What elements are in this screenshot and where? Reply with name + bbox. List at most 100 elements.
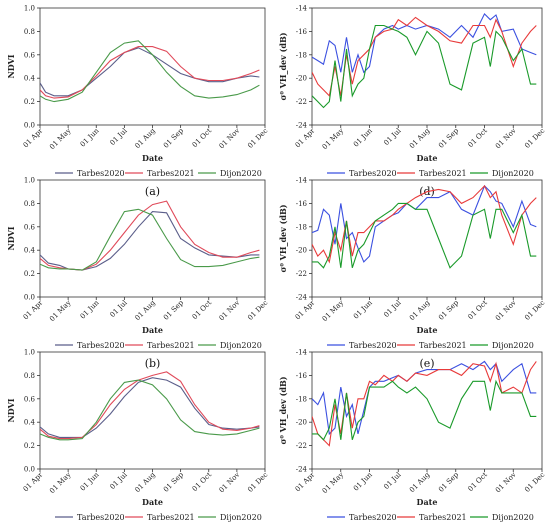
x-tick-label: 01 Dec	[523, 471, 546, 494]
x-axis-label: Date	[417, 497, 438, 507]
x-tick-label: 01 May	[48, 127, 72, 151]
series-line-dijon2020	[312, 24, 537, 109]
panel-f: -24 -22 -20 -18 -16 -14 01 Apr 01 May 01 Jun 01 J…	[278, 349, 546, 523]
y-axis-label: NDVI	[6, 226, 16, 250]
y-tick-label: -22	[296, 442, 307, 450]
y-tick-label: -20	[296, 247, 307, 255]
x-tick-label: 01 Jun	[352, 126, 374, 148]
y-tick-label: -18	[296, 51, 307, 59]
x-axis-label: Date	[142, 497, 163, 507]
x-tick-label: 01 May	[321, 127, 345, 151]
panel-label: (b)	[145, 357, 161, 370]
y-tick-label: -22	[296, 98, 307, 106]
y-tick-label: 0.8	[24, 372, 35, 380]
series-line-tarbes2021	[40, 200, 260, 271]
x-tick-label: 01 Oct	[191, 299, 213, 321]
series-line-dijon2020	[312, 202, 537, 269]
series-line-tarbes2021	[312, 184, 537, 264]
panel-a: 0.0 0.2 0.4 0.6 0.8 1.0 01 Apr 01 May 01 Jun 01 J…	[6, 5, 269, 199]
y-tick-label: -20	[296, 419, 307, 427]
y-axis-label: σ⁰ VH_dev (dB)	[278, 32, 288, 100]
y-tick-label: 0.4	[24, 75, 36, 83]
x-tick-label: 01 Sep	[162, 298, 185, 321]
x-tick-label: 01 Aug	[408, 126, 432, 150]
x-axis-label: Date	[417, 153, 438, 163]
x-tick-label: 01 Dec	[246, 127, 269, 150]
panel-b: 0.0 0.2 0.4 0.6 0.8 1.0 01 Apr 01 May 01 Jun 01 J…	[6, 177, 269, 371]
series-line-dijon2020	[40, 208, 260, 271]
x-tick-label: 01 Oct	[191, 471, 213, 493]
y-tick-label: 0.8	[24, 200, 35, 208]
y-tick-label: 0.6	[24, 51, 36, 59]
series-line-tarbes2020	[40, 377, 260, 438]
x-tick-label: 01 Nov	[494, 299, 518, 323]
x-tick-label: 01 Oct	[191, 127, 213, 149]
series-line-tarbes2020	[40, 211, 260, 271]
x-tick-label: 01 Jun	[352, 298, 374, 320]
x-tick-label: 01 Sep	[437, 470, 460, 493]
legend-label: Dijon2020	[220, 341, 262, 350]
legend-label: Tarbes2020	[77, 169, 125, 178]
x-tick-label: 01 Aug	[133, 126, 157, 150]
x-tick-label: 01 Oct	[467, 127, 489, 149]
legend-label: Dijon2020	[220, 169, 262, 178]
panel-d: -24 -22 -20 -18 -16 -14 01 Apr 01 May 01 Jun 01 J…	[278, 5, 546, 199]
x-tick-label: 01 Jul	[382, 470, 403, 491]
x-tick-label: 01 Oct	[467, 299, 489, 321]
legend-label: Tarbes2021	[147, 169, 195, 178]
x-tick-label: 01 Dec	[246, 471, 269, 494]
y-tick-label: 0.0	[24, 122, 35, 130]
x-tick-label: 01 Apr	[22, 126, 45, 149]
x-tick-label: 01 Nov	[218, 471, 242, 495]
series-line-tarbes2021	[40, 371, 260, 440]
y-tick-label: -16	[296, 372, 308, 380]
x-axis-label: Date	[142, 153, 163, 163]
legend-label: Dijon2020	[492, 513, 534, 522]
x-tick-label: 01 Nov	[494, 127, 518, 151]
y-tick-label: -24	[296, 466, 308, 474]
x-tick-label: 01 Sep	[162, 470, 185, 493]
x-tick-label: 01 Apr	[294, 126, 317, 149]
y-tick-label: 0.2	[24, 442, 35, 450]
y-tick-label: 0.0	[24, 466, 35, 474]
x-tick-label: 01 Jun	[79, 298, 101, 320]
legend-label: Tarbes2021	[147, 513, 195, 522]
legend-label: Tarbes2020	[349, 341, 397, 350]
y-tick-label: -22	[296, 270, 307, 278]
x-tick-label: 01 Apr	[22, 298, 45, 321]
x-tick-label: 01 May	[48, 299, 72, 323]
plot-frame	[39, 7, 266, 126]
x-tick-label: 01 Nov	[218, 127, 242, 151]
x-tick-label: 01 Jul	[382, 126, 403, 147]
series-line-dijon2020	[40, 379, 260, 441]
series-line-tarbes2020	[312, 184, 537, 263]
series-line-dijon2020	[312, 379, 537, 441]
legend-label: Dijon2020	[492, 341, 534, 350]
x-tick-label: 01 May	[321, 471, 345, 495]
x-tick-label: 01 Dec	[523, 127, 546, 150]
y-tick-label: 0.0	[24, 294, 35, 302]
legend-label: Dijon2020	[492, 169, 534, 178]
x-tick-label: 01 Sep	[162, 126, 185, 149]
y-tick-label: -18	[296, 223, 307, 231]
panel-c: 0.0 0.2 0.4 0.6 0.8 1.0 01 Apr 01 May 01 Jun 01 J…	[6, 349, 269, 523]
x-tick-label: 01 May	[321, 299, 345, 323]
x-tick-label: 01 Nov	[494, 471, 518, 495]
y-tick-label: -14	[296, 177, 308, 185]
y-tick-label: -14	[296, 349, 308, 357]
x-tick-label: 01 Apr	[294, 298, 317, 321]
y-tick-label: -14	[296, 5, 308, 13]
panel-label: (e)	[419, 357, 434, 370]
y-tick-label: 0.6	[24, 395, 36, 403]
series-line-tarbes2021	[40, 46, 260, 99]
series-line-dijon2020	[40, 40, 260, 103]
x-tick-label: 01 Aug	[408, 470, 432, 494]
y-tick-label: -18	[296, 395, 307, 403]
x-tick-label: 01 Dec	[523, 299, 546, 322]
x-tick-label: 01 May	[48, 471, 72, 495]
legend-label: Tarbes2021	[147, 341, 195, 350]
x-tick-label: 01 Nov	[218, 299, 242, 323]
y-tick-label: -16	[296, 28, 308, 36]
x-tick-label: 01 Sep	[437, 298, 460, 321]
